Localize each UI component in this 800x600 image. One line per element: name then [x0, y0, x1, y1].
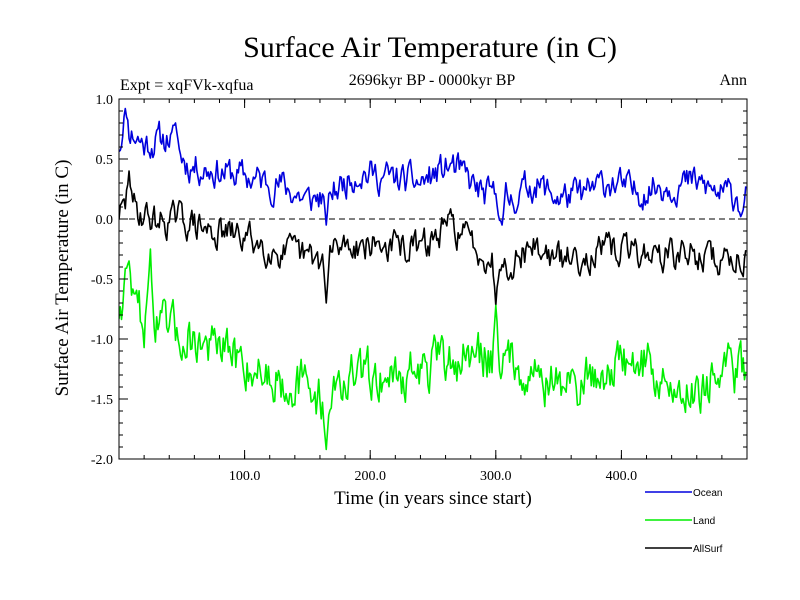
- y-tick-label: 0.0: [96, 213, 114, 228]
- season-label: Ann: [719, 72, 747, 89]
- legend-label-ocean: Ocean: [693, 488, 722, 499]
- x-tick-label: 400.0: [606, 469, 638, 484]
- plot-frame: [118, 98, 748, 460]
- legend-label-land: Land: [693, 516, 715, 527]
- y-tick-label: -0.5: [91, 273, 113, 288]
- y-axis-label: Surface Air Temperature (in C): [52, 160, 73, 397]
- series-line-allsurf: [119, 170, 747, 307]
- series-line-ocean: [119, 107, 747, 226]
- chart-subtitle: 2696kyr BP - 0000kyr BP: [349, 72, 516, 89]
- x-tick-label: 300.0: [480, 469, 512, 484]
- y-tick-label: -1.0: [91, 333, 113, 348]
- x-axis-label: Time (in years since start): [334, 488, 532, 509]
- y-tick-label: 0.5: [96, 153, 114, 168]
- chart-title: Surface Air Temperature (in C): [243, 31, 617, 64]
- x-tick-label: 200.0: [354, 469, 386, 484]
- experiment-label: Expt = xqFVk-xqfua: [120, 77, 253, 94]
- legend-label-allsurf: AllSurf: [693, 544, 723, 555]
- y-tick-label: -1.5: [91, 393, 113, 408]
- y-tick-label: 1.0: [96, 93, 114, 108]
- series-line-land: [119, 248, 747, 451]
- x-tick-label: 100.0: [229, 469, 261, 484]
- y-tick-label: -2.0: [91, 453, 113, 468]
